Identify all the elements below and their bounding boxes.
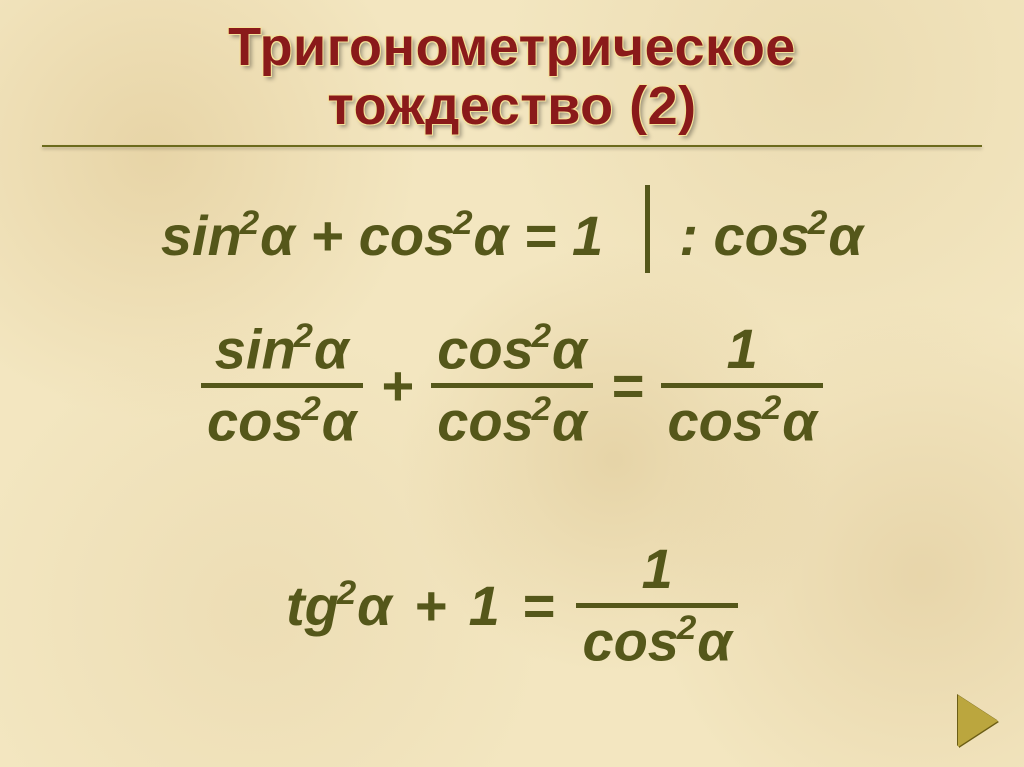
fraction-rule: [431, 383, 593, 388]
eq1-divider-bar: [645, 185, 650, 273]
eq1-sin: sin: [161, 204, 242, 267]
eq1-exp-3: 2: [808, 204, 827, 242]
eq2-f1-num: sin2α: [209, 320, 355, 379]
eq2-equals: =: [607, 353, 648, 418]
eq3-equals: =: [518, 573, 559, 638]
equation-3: tg2α + 1 = 1 cos2α: [0, 540, 1024, 671]
eq3-f-num: 1: [636, 540, 679, 599]
slide-title: Тригонометрическое тождество (2): [0, 0, 1024, 137]
eq2-frac-2: cos2α cos2α: [431, 320, 593, 452]
equation-2: sin2α cos2α + cos2α cos2α = 1 cos2α: [0, 320, 1024, 452]
eq2-f3-num: 1: [721, 320, 764, 379]
eq2-frac-1: sin2α cos2α: [201, 320, 363, 452]
eq3-plus: +: [410, 573, 451, 638]
eq1-div-tail: α: [828, 204, 863, 267]
fraction-rule: [661, 383, 823, 388]
eq1-rhs: α = 1: [474, 204, 604, 267]
eq3-lhs: tg2α: [286, 573, 392, 638]
fraction-rule: [201, 383, 363, 388]
eq1-mid: α + cos: [260, 204, 455, 267]
eq1-div: : cos: [679, 204, 810, 267]
eq2-f2-den: cos2α: [431, 392, 593, 451]
title-separator: [42, 145, 982, 147]
eq1-exp-2: 2: [453, 204, 472, 242]
eq1-exp-1: 2: [240, 204, 259, 242]
eq3-frac: 1 cos2α: [576, 540, 738, 671]
eq3-f-den: cos2α: [576, 612, 738, 671]
eq3-one: 1: [469, 573, 500, 638]
eq2-plus: +: [377, 353, 418, 418]
fraction-rule: [576, 603, 738, 608]
eq2-frac-3: 1 cos2α: [661, 320, 823, 451]
title-line-1: Тригонометрическое: [228, 17, 796, 77]
title-line-2: тождество (2): [327, 76, 696, 136]
eq2-f1-den: cos2α: [201, 392, 363, 451]
equation-1: sin2α + cos2α = 1 : cos2α: [0, 185, 1024, 273]
eq2-f3-den: cos2α: [661, 392, 823, 451]
next-slide-button[interactable]: [958, 695, 998, 747]
eq2-f2-num: cos2α: [431, 320, 593, 379]
